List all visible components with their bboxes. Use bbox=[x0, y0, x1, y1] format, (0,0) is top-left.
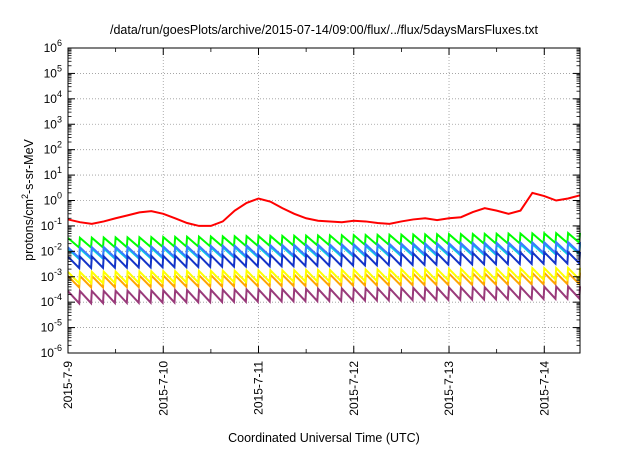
y-tick-label: 10-2 bbox=[41, 241, 62, 258]
series-line-1 bbox=[67, 231, 581, 250]
x-tick-label: 2015-7-13 bbox=[442, 361, 456, 416]
grid-layer bbox=[68, 48, 580, 353]
y-tick-label: 10-6 bbox=[41, 343, 62, 360]
series-line-6 bbox=[67, 265, 581, 286]
x-tick-label: 2015-7-9 bbox=[61, 361, 75, 409]
chart-title: /data/run/goesPlots/archive/2015-07-14/0… bbox=[110, 23, 539, 37]
x-axis-label: Coordinated Universal Time (UTC) bbox=[228, 431, 420, 445]
y-tick-label: 10-3 bbox=[41, 267, 62, 284]
series-line-7 bbox=[67, 284, 581, 306]
y-tick-label: 10-1 bbox=[41, 216, 62, 233]
axis-layer: 10-6 10-5 10-4 10-3 10-2 10-1 100 101 102 103 104 1… bbox=[41, 38, 580, 416]
x-tick-label: 2015-7-12 bbox=[347, 361, 361, 416]
y-tick-label: 10-4 bbox=[41, 292, 62, 309]
y-axis-label: protons/cm2-s-sr-MeV bbox=[20, 138, 36, 260]
x-tick-label: 2015-7-10 bbox=[156, 361, 170, 416]
y-tick-label: 101 bbox=[44, 165, 62, 182]
y-tick-label: 106 bbox=[44, 38, 62, 55]
y-tick-label: 104 bbox=[44, 89, 62, 106]
y-tick-label: 102 bbox=[44, 140, 62, 157]
series-line-0 bbox=[67, 191, 581, 227]
y-tick-label: 103 bbox=[44, 114, 62, 131]
series-line-4 bbox=[67, 249, 581, 271]
x-tick-label: 2015-7-14 bbox=[537, 361, 551, 416]
y-tick-label: 10-5 bbox=[41, 318, 62, 335]
x-tick-label: 2015-7-11 bbox=[252, 361, 266, 415]
series-line-3 bbox=[67, 239, 581, 261]
series-layer bbox=[67, 191, 581, 306]
y-tick-label: 105 bbox=[44, 63, 62, 80]
y-tick-label: 100 bbox=[44, 191, 62, 208]
